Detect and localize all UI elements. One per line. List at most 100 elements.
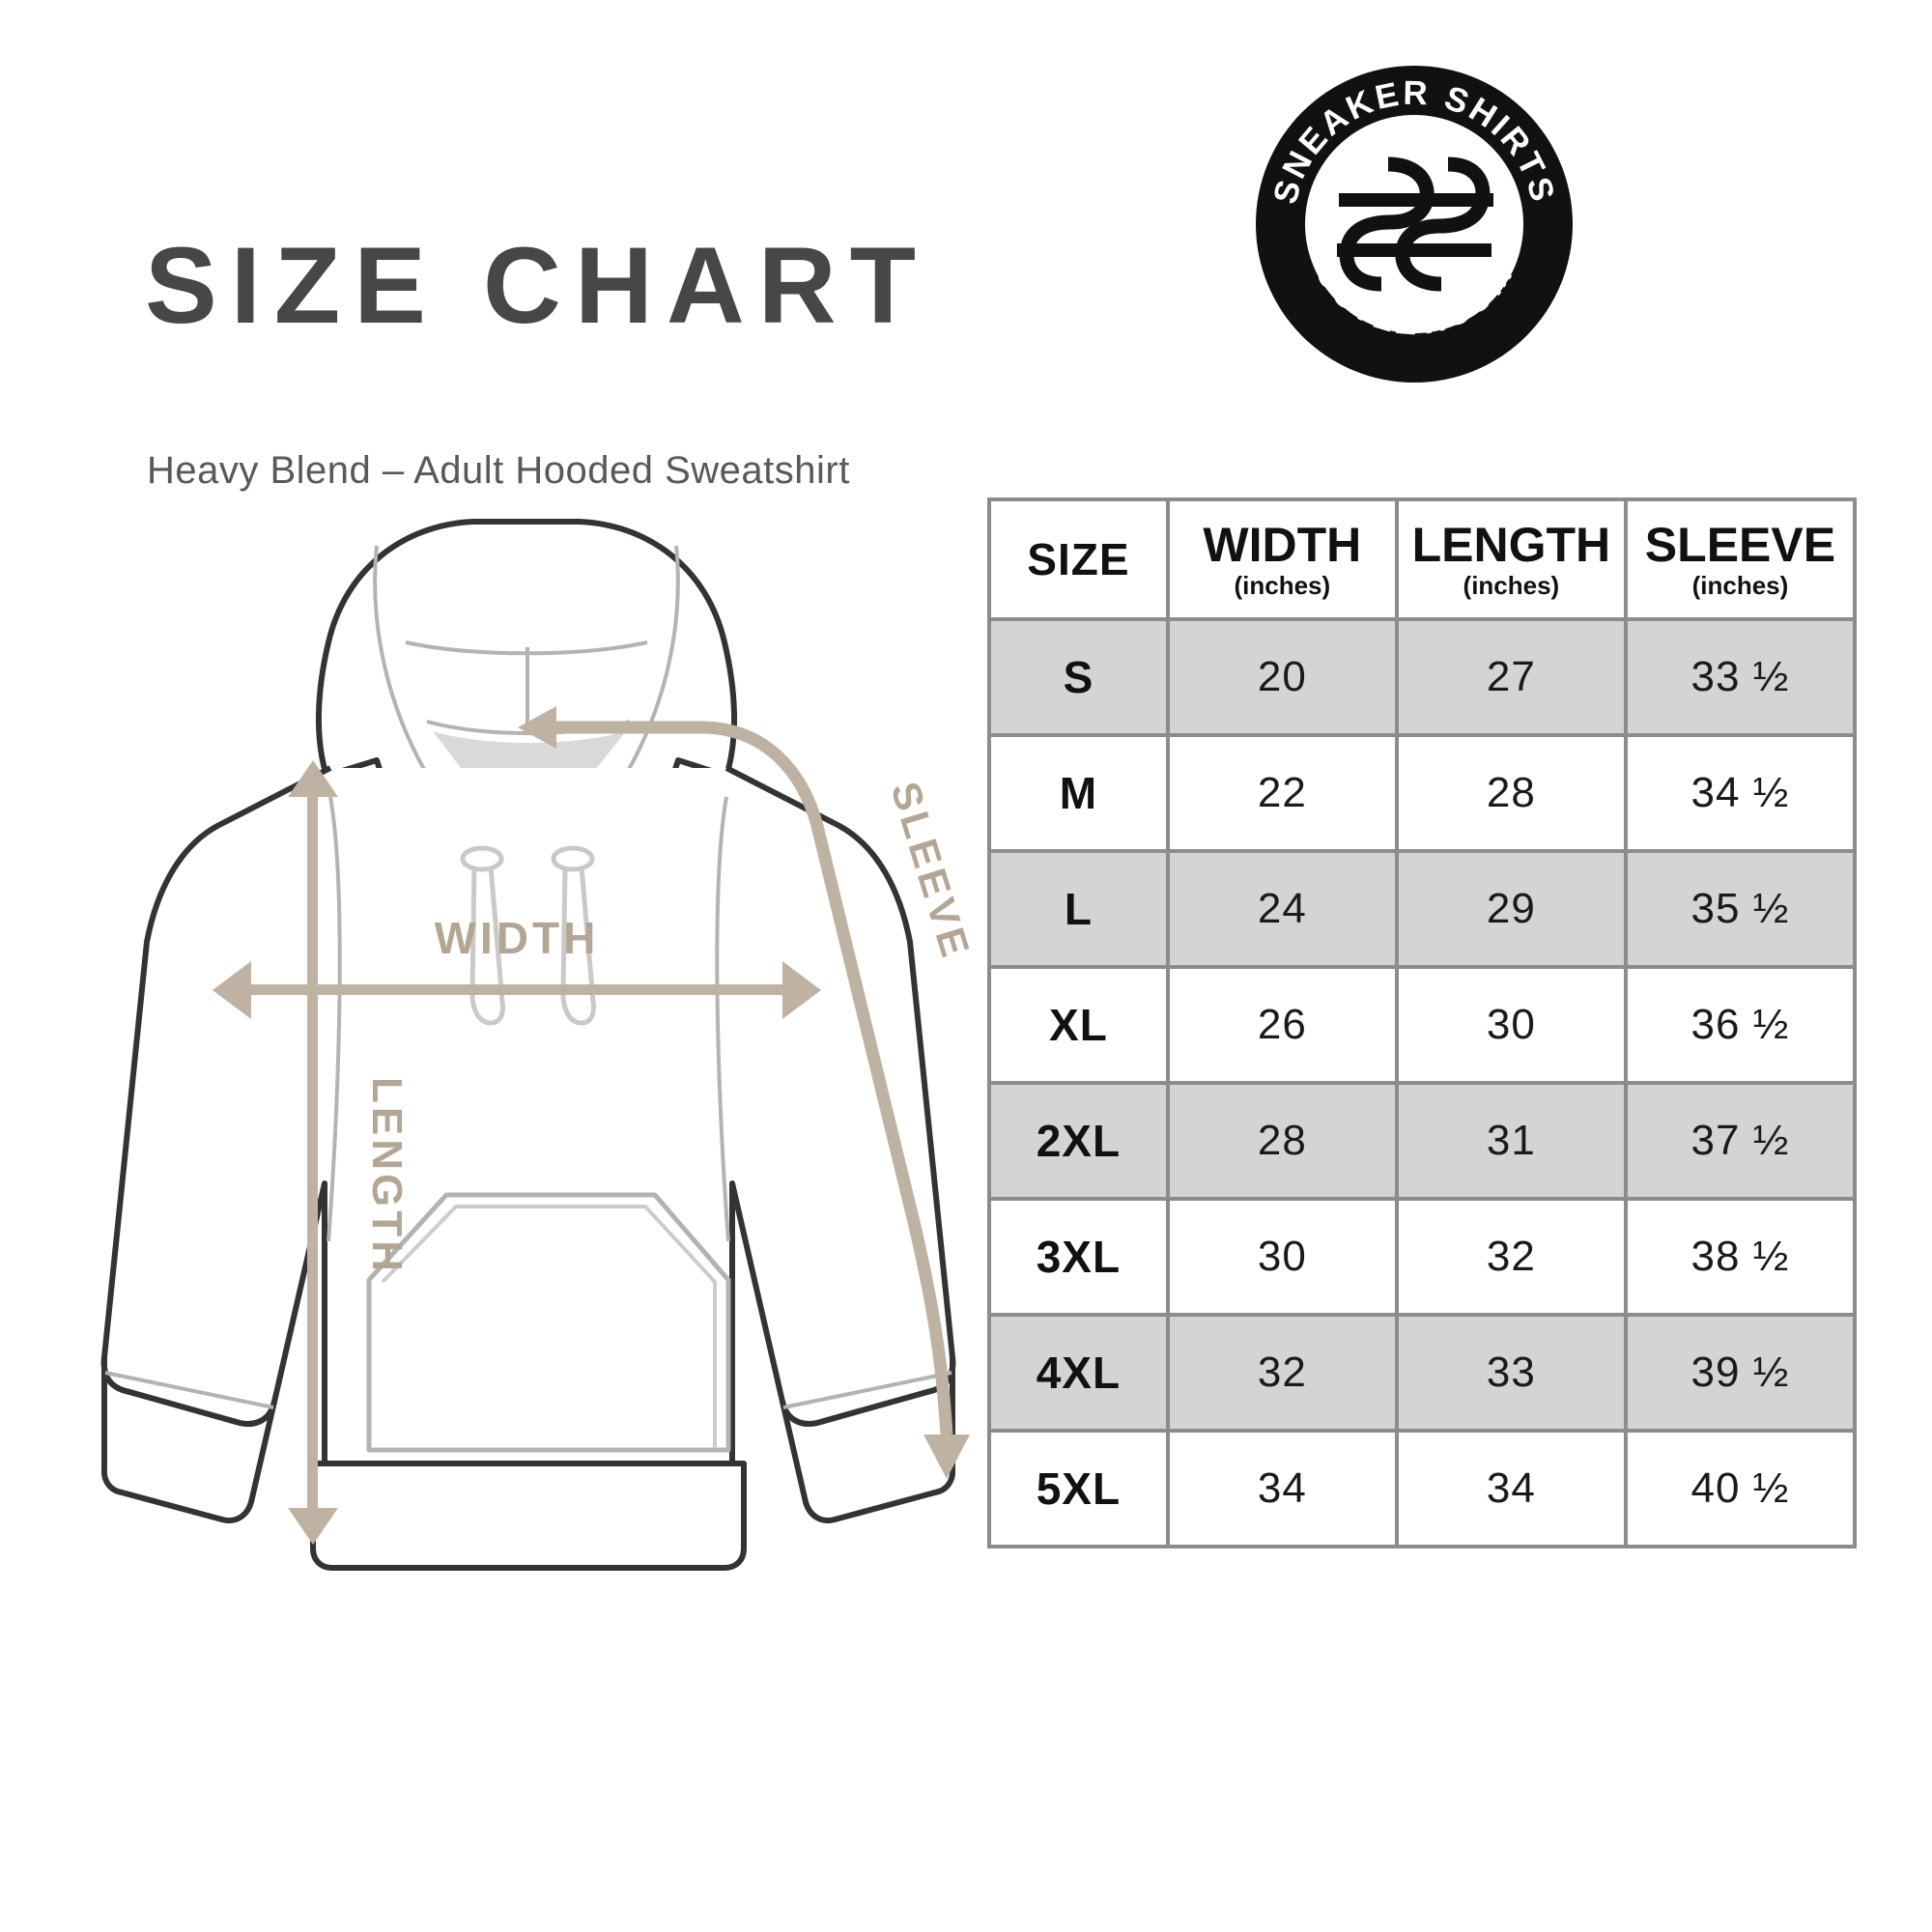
width-cell: 28 [1169,1085,1395,1197]
size-chart-table-container: SIZE WIDTH (inches) LENGTH (inches) SLEE… [987,497,1857,1548]
width-cell: 22 [1169,737,1395,849]
sleeve-cell: 33 ½ [1627,621,1853,733]
sleeve-cell: 37 ½ [1627,1085,1853,1197]
length-cell: 34 [1398,1433,1624,1545]
page-title: SIZE CHART [145,225,929,346]
size-cell-label: L [1064,884,1093,934]
width-cell-label: 24 [1257,885,1307,932]
column-header-size: SIZE [991,501,1166,617]
length-label: LENGTH [363,1077,411,1275]
length-cell-label: 27 [1486,653,1536,700]
width-cell-label: 22 [1257,769,1307,816]
size-cell-label: 5XL [1036,1463,1122,1514]
column-header-length: LENGTH (inches) [1398,501,1624,617]
width-cell: 34 [1169,1433,1395,1545]
sleeve-measure-arrow [518,706,970,1479]
hoodie-diagram-svg: WIDTH LENGTH SLEEVE [100,519,980,1571]
width-cell: 20 [1169,621,1395,733]
size-cell: 4XL [991,1317,1166,1429]
sleeve-cell: 40 ½ [1627,1433,1853,1545]
sleeve-cell-label: 38 ½ [1690,1233,1790,1280]
hood-inner-left-line [373,545,437,789]
width-cell: 32 [1169,1317,1395,1429]
cuff-left-seam [104,1371,274,1409]
column-header-width-unit: (inches) [1234,571,1331,600]
length-cell-label: 31 [1486,1117,1536,1164]
table-head: SIZE WIDTH (inches) LENGTH (inches) SLEE… [991,501,1853,617]
column-header-width: WIDTH (inches) [1169,501,1395,617]
width-cell-label: 34 [1257,1464,1307,1512]
table-row: XL 26 30 36 ½ [991,969,1853,1081]
width-cell: 26 [1169,969,1395,1081]
length-cell-label: 32 [1486,1233,1536,1280]
kangaroo-pocket-outer [366,1192,731,1453]
column-header-length-unit: (inches) [1463,571,1560,600]
sneaker-shirts-outlet-logo: SNEAKER SHIRTS OUTLET.COM [1250,60,1578,388]
table-row: M 22 28 34 ½ [991,737,1853,849]
width-cell: 24 [1169,853,1395,965]
size-cell: 3XL [991,1201,1166,1313]
waistband [310,1461,747,1571]
sleeve-cell-label: 37 ½ [1690,1117,1790,1164]
sleeve-cell: 38 ½ [1627,1201,1853,1313]
width-cell-label: 26 [1257,1001,1307,1048]
length-cell-label: 28 [1486,769,1536,816]
length-cell: 29 [1398,853,1624,965]
sleeve-cell-label: 36 ½ [1690,1001,1790,1048]
length-cell: 33 [1398,1317,1624,1429]
width-cell-label: 30 [1257,1233,1307,1280]
table-row: 5XL 34 34 40 ½ [991,1433,1853,1545]
sleeve-cell: 35 ½ [1627,853,1853,965]
drawstring-left [460,845,505,1026]
length-cell-label: 29 [1486,885,1536,932]
width-cell-label: 28 [1257,1117,1307,1164]
width-measure-arrow [213,961,821,1019]
cuff-right-seam [782,1371,952,1409]
size-cell: S [991,621,1166,733]
column-header-width-label: WIDTH [1203,518,1362,572]
table-header-row: SIZE WIDTH (inches) LENGTH (inches) SLEE… [991,501,1853,617]
sleeve-cell: 36 ½ [1627,969,1853,1081]
size-chart-table: SIZE WIDTH (inches) LENGTH (inches) SLEE… [987,497,1857,1548]
width-label: WIDTH [435,913,600,963]
size-cell: L [991,853,1166,965]
size-cell: 5XL [991,1433,1166,1545]
sleeve-cell-label: 34 ½ [1690,769,1790,816]
length-cell-label: 34 [1486,1464,1536,1512]
sleeve-cell-label: 39 ½ [1690,1349,1790,1396]
length-cell: 28 [1398,737,1624,849]
column-header-length-label: LENGTH [1411,518,1611,572]
length-cell: 27 [1398,621,1624,733]
length-cell: 31 [1398,1085,1624,1197]
size-cell: XL [991,969,1166,1081]
size-cell-label: 4XL [1036,1348,1122,1398]
size-cell-label: XL [1049,1000,1108,1050]
column-header-sleeve-unit: (inches) [1691,571,1789,600]
size-cell: 2XL [991,1085,1166,1197]
length-cell-label: 30 [1486,1001,1536,1048]
width-cell: 30 [1169,1201,1395,1313]
column-header-sleeve-label: SLEEVE [1644,518,1836,572]
cuff-left [100,1354,277,1523]
sleeve-cell-label: 35 ½ [1690,885,1790,932]
table-row: 2XL 28 31 37 ½ [991,1085,1853,1197]
size-cell-label: M [1059,768,1098,818]
logo-monogram-icon [1337,156,1493,292]
table-row: L 24 29 35 ½ [991,853,1853,965]
kangaroo-pocket-inner [381,1205,717,1448]
logo-badge-icon: SNEAKER SHIRTS OUTLET.COM [1256,66,1573,383]
length-cell: 32 [1398,1201,1624,1313]
page-subtitle: Heavy Blend – Adult Hooded Sweatshirt [147,449,850,492]
column-header-sleeve: SLEEVE (inches) [1627,501,1853,617]
length-measure-arrow [288,760,338,1545]
size-cell: M [991,737,1166,849]
table-body: S 20 27 33 ½ M 22 28 34 ½ L 24 29 35 ½ XL 26 30 36 ½ 2XL… [991,621,1853,1545]
length-cell-label: 33 [1486,1349,1536,1396]
column-header-size-label: SIZE [1027,534,1130,584]
sleeve-cell: 39 ½ [1627,1317,1853,1429]
width-cell-label: 32 [1257,1349,1307,1396]
sleeve-cell: 34 ½ [1627,737,1853,849]
size-cell-label: S [1063,652,1094,702]
size-cell-label: 3XL [1036,1232,1122,1282]
table-row: 4XL 32 33 39 ½ [991,1317,1853,1429]
